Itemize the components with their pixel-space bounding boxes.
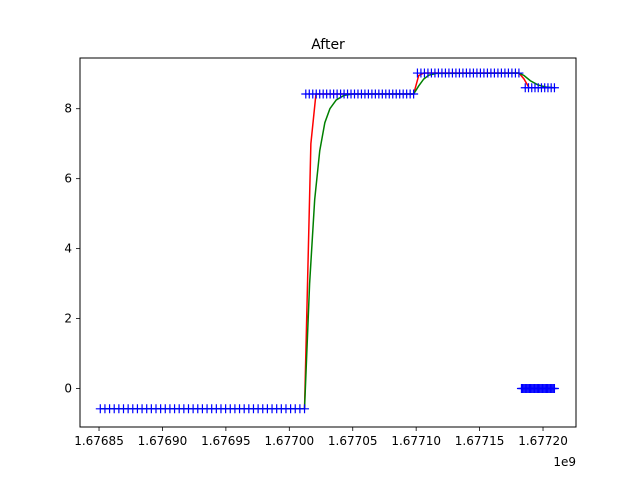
plot-area [95, 68, 559, 414]
marker-group [95, 404, 310, 414]
marker-group [301, 89, 419, 99]
y-tick-label: 8 [64, 102, 72, 116]
x-tick-label: 1.67720 [518, 434, 568, 448]
chart-title: After [311, 37, 345, 53]
y-axis: 0 2 4 6 8 [64, 102, 80, 396]
x-axis: 1.67685 1.67690 1.67695 1.67700 1.67705 1.677… [74, 427, 568, 448]
axes-frame [79, 57, 577, 428]
marker-group [412, 68, 524, 78]
series-line [100, 72, 555, 410]
data-point-marker [549, 83, 559, 93]
x-tick-label: 1.67685 [74, 434, 124, 448]
x-tick-label: 1.67715 [455, 434, 505, 448]
data-point-marker [300, 404, 310, 414]
x-tick-label: 1.67690 [138, 434, 188, 448]
y-tick-label: 6 [64, 172, 72, 186]
x-tick-label: 1.67710 [391, 434, 441, 448]
x-tick-label: 1.67695 [201, 434, 251, 448]
y-tick-label: 4 [64, 242, 72, 256]
marker-group [516, 384, 559, 394]
y-tick-label: 2 [64, 312, 72, 326]
x-tick-label: 1.67705 [328, 434, 378, 448]
data-point-marker [514, 68, 524, 78]
x-tick-label: 1.67700 [264, 434, 314, 448]
data-point-marker [409, 89, 419, 99]
marker-group [520, 83, 559, 93]
y-tick-label: 0 [64, 382, 72, 396]
data-point-marker [549, 384, 559, 394]
x-axis-offset-label: 1e9 [553, 455, 576, 469]
